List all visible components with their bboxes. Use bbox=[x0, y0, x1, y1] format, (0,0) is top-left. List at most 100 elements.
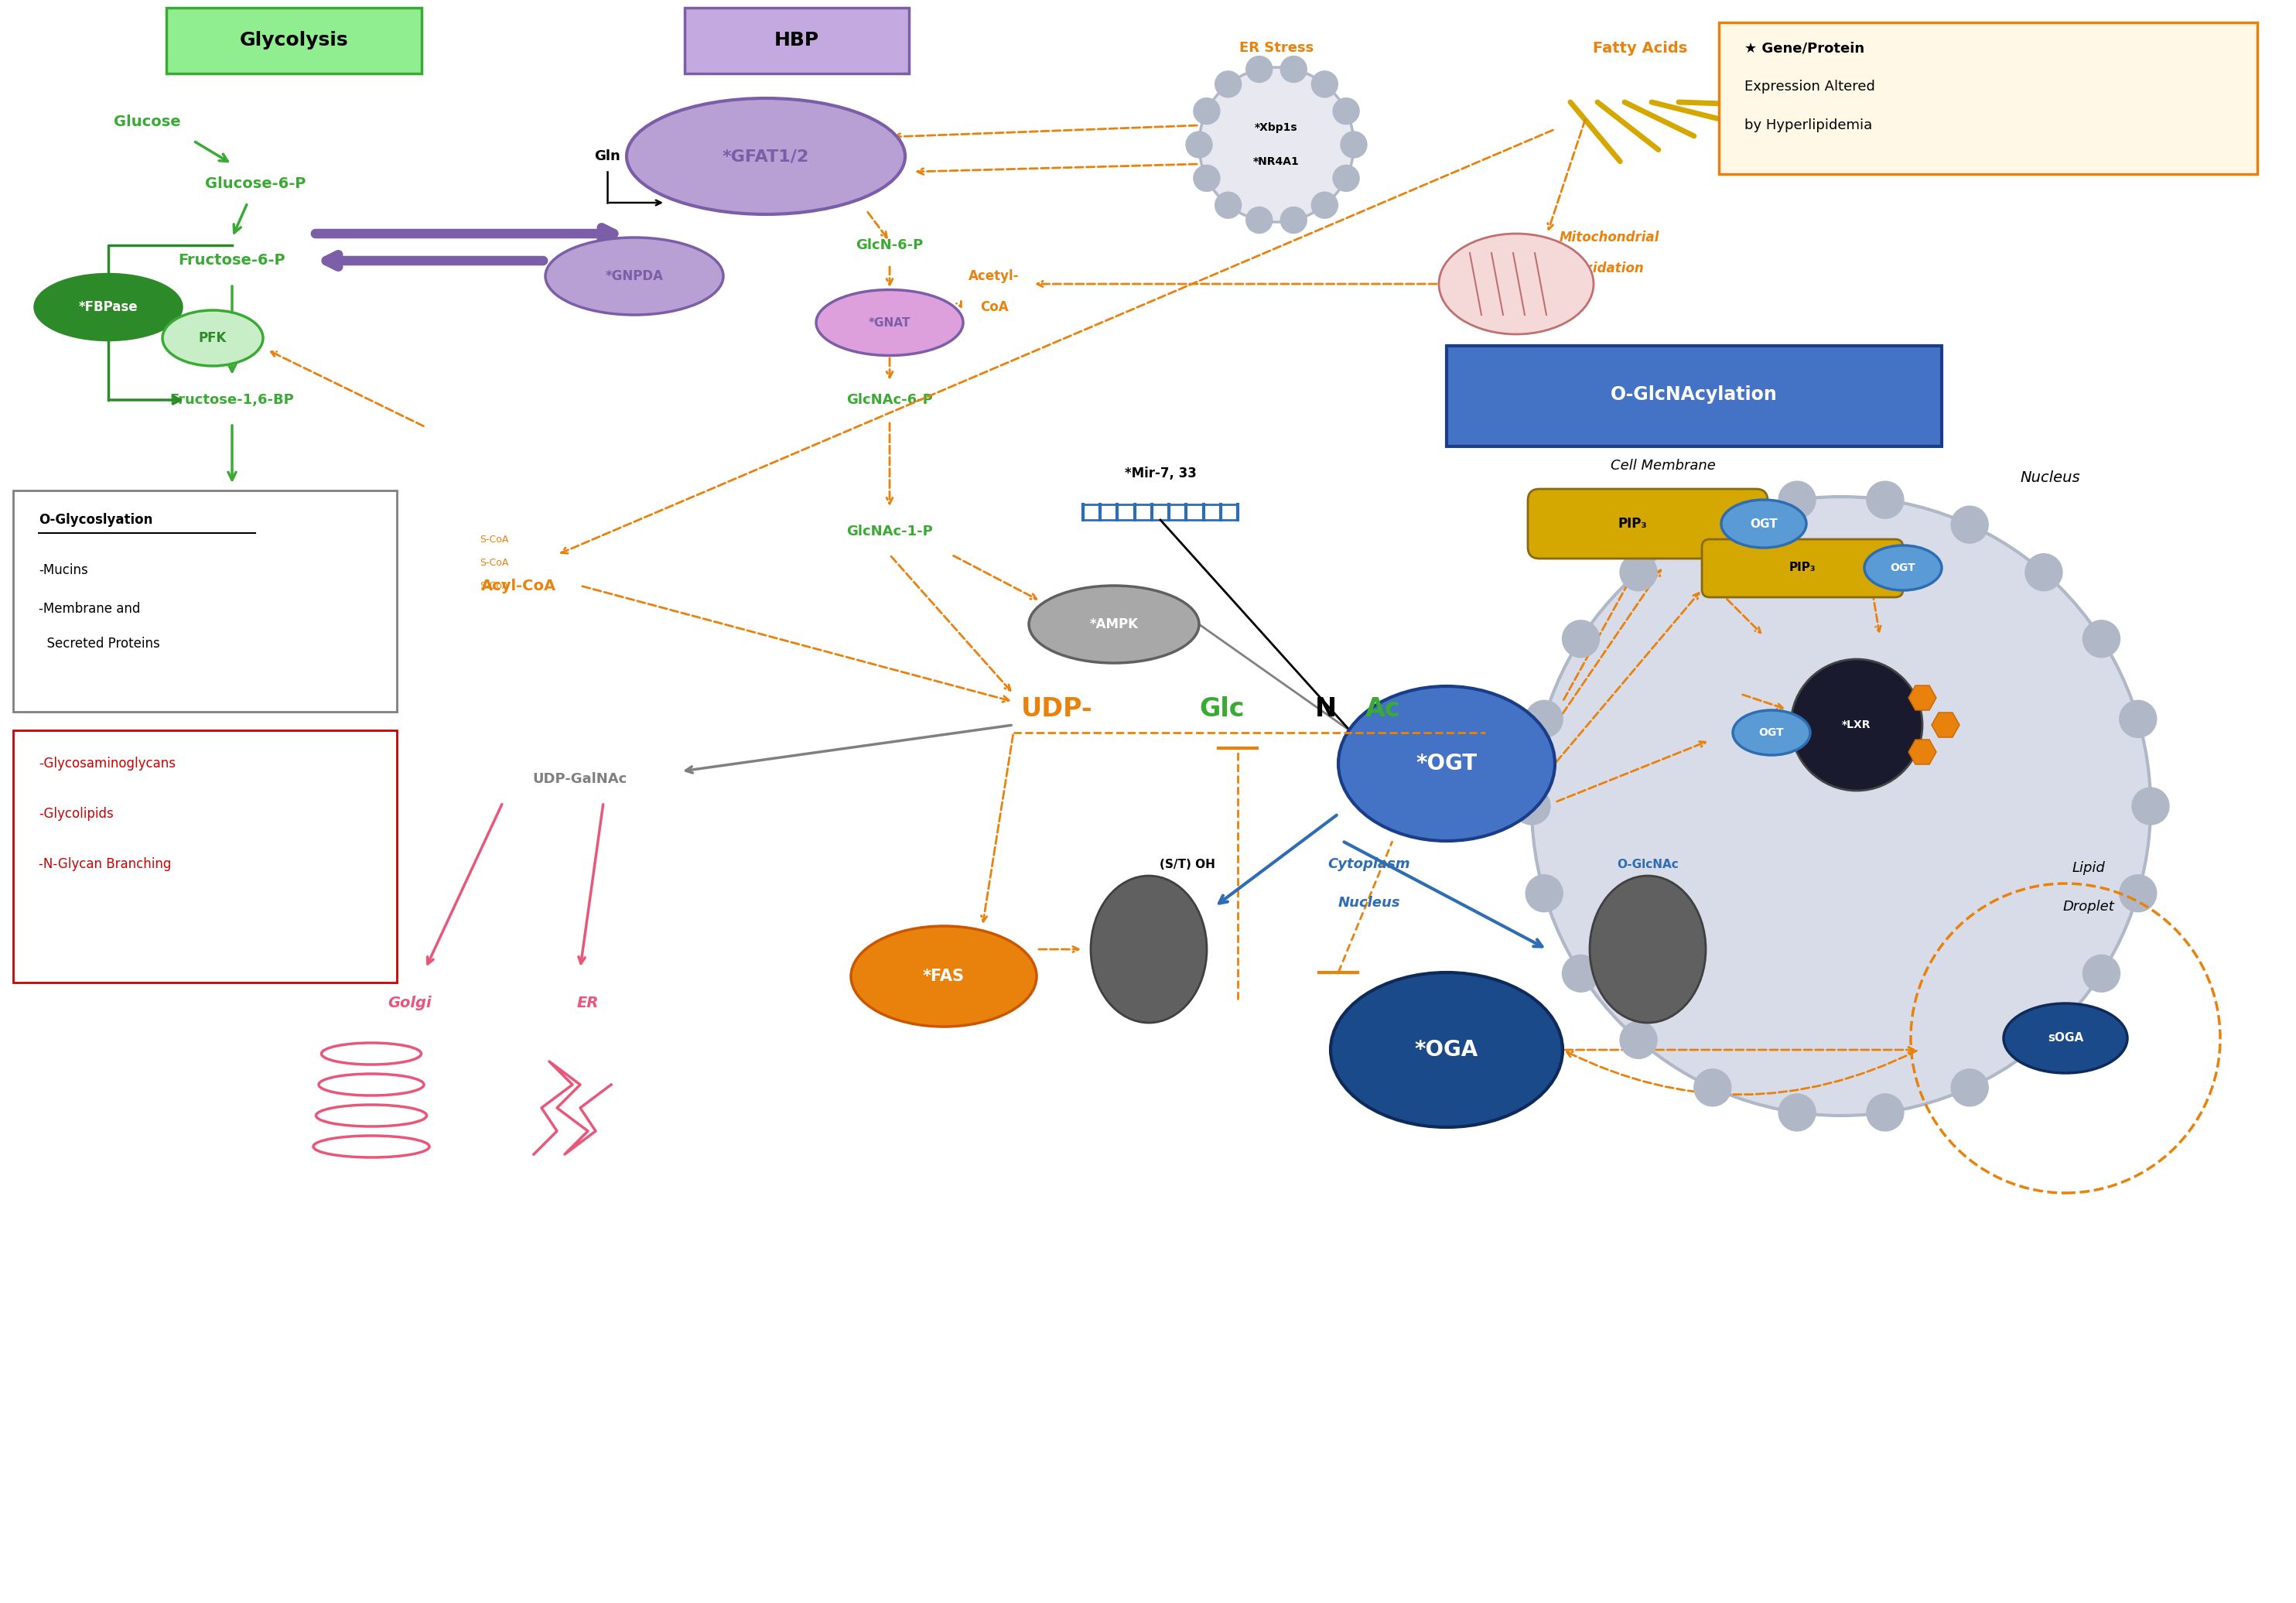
Text: Mitochondrial: Mitochondrial bbox=[1559, 231, 1660, 245]
Circle shape bbox=[1194, 98, 1219, 125]
Ellipse shape bbox=[1722, 500, 1807, 548]
FancyBboxPatch shape bbox=[1701, 539, 1903, 598]
Circle shape bbox=[1215, 192, 1242, 218]
Ellipse shape bbox=[2004, 1003, 2128, 1072]
Circle shape bbox=[1341, 131, 1366, 157]
Circle shape bbox=[1779, 1093, 1816, 1132]
Text: -Glycosaminoglycans: -Glycosaminoglycans bbox=[39, 757, 174, 771]
Text: -Membrane and: -Membrane and bbox=[39, 601, 140, 616]
FancyBboxPatch shape bbox=[1720, 22, 2257, 175]
Circle shape bbox=[1247, 56, 1272, 82]
Ellipse shape bbox=[1589, 875, 1706, 1023]
Text: PFK: PFK bbox=[200, 332, 227, 345]
Circle shape bbox=[2133, 787, 2170, 824]
Ellipse shape bbox=[1733, 710, 1809, 755]
Circle shape bbox=[1525, 701, 1564, 737]
Circle shape bbox=[2082, 955, 2119, 992]
Text: sOGA: sOGA bbox=[2048, 1032, 2082, 1044]
Text: Cytoplasm: Cytoplasm bbox=[1327, 858, 1410, 870]
Circle shape bbox=[1199, 67, 1355, 223]
Circle shape bbox=[1952, 1069, 1988, 1106]
Text: *GNPDA: *GNPDA bbox=[606, 269, 664, 284]
Ellipse shape bbox=[1864, 545, 1942, 590]
Circle shape bbox=[1694, 1069, 1731, 1106]
Text: OGT: OGT bbox=[1890, 563, 1915, 574]
Text: *OGA: *OGA bbox=[1414, 1039, 1479, 1061]
Text: *FBPase: *FBPase bbox=[78, 300, 138, 314]
Ellipse shape bbox=[34, 274, 181, 340]
FancyBboxPatch shape bbox=[165, 8, 422, 74]
Text: UDP-: UDP- bbox=[1022, 697, 1093, 723]
Circle shape bbox=[1525, 875, 1564, 912]
Text: S-CoA: S-CoA bbox=[480, 534, 507, 545]
Circle shape bbox=[1867, 1093, 1903, 1132]
Text: Secreted Proteins: Secreted Proteins bbox=[39, 636, 161, 651]
Text: Golgi: Golgi bbox=[388, 995, 432, 1011]
Text: Fructose-1,6-BP: Fructose-1,6-BP bbox=[170, 393, 294, 407]
Text: Gln: Gln bbox=[595, 149, 620, 164]
Circle shape bbox=[1247, 207, 1272, 234]
Text: by Hyperlipidemia: by Hyperlipidemia bbox=[1745, 119, 1871, 133]
Polygon shape bbox=[1931, 712, 1958, 737]
Text: *Xbp1s: *Xbp1s bbox=[1256, 122, 1297, 133]
Circle shape bbox=[1194, 165, 1219, 191]
Circle shape bbox=[1779, 481, 1816, 518]
Text: *FAS: *FAS bbox=[923, 968, 964, 984]
FancyBboxPatch shape bbox=[684, 8, 909, 74]
Circle shape bbox=[1952, 507, 1988, 543]
Text: PIP₃: PIP₃ bbox=[1619, 516, 1646, 531]
Text: UDP-GalNAc: UDP-GalNAc bbox=[533, 773, 627, 785]
Text: O-GlcNAc: O-GlcNAc bbox=[1616, 858, 1678, 870]
Text: -Glycolipids: -Glycolipids bbox=[39, 806, 113, 821]
Circle shape bbox=[1281, 56, 1306, 82]
Ellipse shape bbox=[627, 98, 905, 215]
Text: Lipid: Lipid bbox=[2073, 861, 2105, 875]
FancyBboxPatch shape bbox=[1527, 489, 1768, 558]
Circle shape bbox=[1867, 481, 1903, 518]
Text: *Mir-7, 33: *Mir-7, 33 bbox=[1125, 466, 1196, 481]
Circle shape bbox=[1791, 659, 1922, 790]
Circle shape bbox=[1334, 98, 1359, 125]
Text: Cell Membrane: Cell Membrane bbox=[1612, 458, 1715, 473]
Text: -N-Glycan Branching: -N-Glycan Branching bbox=[39, 858, 172, 870]
Text: -Mucins: -Mucins bbox=[39, 563, 87, 577]
Circle shape bbox=[1621, 553, 1658, 592]
Text: ER Stress: ER Stress bbox=[1240, 42, 1313, 55]
Text: Ac: Ac bbox=[1366, 697, 1401, 723]
Circle shape bbox=[2119, 701, 2156, 737]
Ellipse shape bbox=[1029, 585, 1199, 664]
Circle shape bbox=[1215, 71, 1242, 98]
Ellipse shape bbox=[1091, 875, 1208, 1023]
Text: Droplet: Droplet bbox=[2062, 899, 2115, 914]
Circle shape bbox=[1531, 497, 2151, 1116]
FancyBboxPatch shape bbox=[1446, 346, 1942, 446]
Circle shape bbox=[1311, 71, 1339, 98]
Ellipse shape bbox=[163, 311, 264, 365]
Text: GlcNAc-1-P: GlcNAc-1-P bbox=[847, 524, 932, 539]
Text: Oxidation: Oxidation bbox=[1575, 261, 1644, 276]
Circle shape bbox=[2119, 875, 2156, 912]
Ellipse shape bbox=[1339, 686, 1554, 842]
FancyBboxPatch shape bbox=[14, 731, 397, 983]
Text: Nucleus: Nucleus bbox=[1339, 896, 1401, 911]
Text: *OGT: *OGT bbox=[1417, 753, 1476, 774]
Text: OGT: OGT bbox=[1750, 518, 1777, 529]
Ellipse shape bbox=[546, 237, 723, 314]
Circle shape bbox=[2025, 553, 2062, 592]
Circle shape bbox=[1311, 192, 1339, 218]
Circle shape bbox=[1281, 207, 1306, 234]
Text: O-GlcNAcylation: O-GlcNAcylation bbox=[1612, 385, 1777, 404]
Circle shape bbox=[1621, 1021, 1658, 1058]
Polygon shape bbox=[1908, 686, 1936, 710]
Text: N: N bbox=[1316, 697, 1336, 723]
Text: Glucose: Glucose bbox=[113, 114, 181, 128]
FancyBboxPatch shape bbox=[14, 491, 397, 712]
Text: *GFAT1/2: *GFAT1/2 bbox=[723, 149, 808, 164]
Text: S-CoA: S-CoA bbox=[480, 558, 507, 567]
Text: ★ Gene/Protein: ★ Gene/Protein bbox=[1745, 42, 1864, 55]
Text: Acyl-CoA: Acyl-CoA bbox=[480, 579, 556, 593]
Text: O-Glycoslyation: O-Glycoslyation bbox=[39, 513, 154, 527]
Circle shape bbox=[1561, 620, 1600, 657]
Circle shape bbox=[2025, 1021, 2062, 1058]
Circle shape bbox=[1187, 131, 1212, 157]
